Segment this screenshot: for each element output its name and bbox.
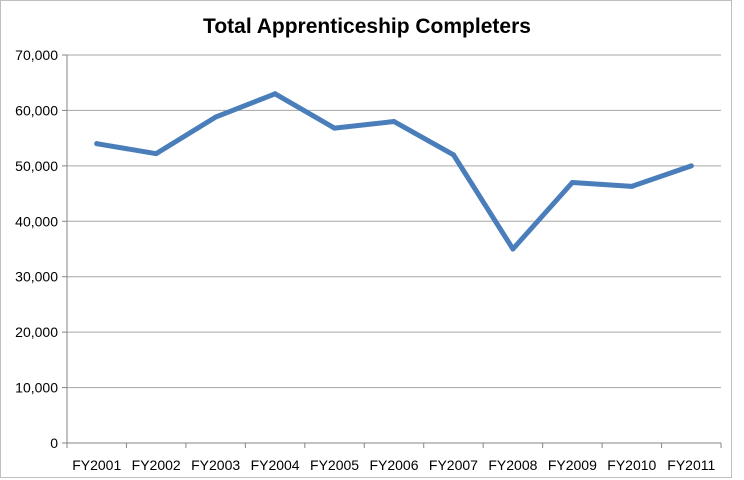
y-tick-label: 10,000	[15, 380, 58, 396]
data-point	[629, 183, 635, 189]
data-point	[272, 91, 278, 97]
series-line	[94, 91, 694, 252]
data-point	[153, 151, 159, 157]
x-tick-label: FY2005	[310, 457, 359, 473]
data-point	[510, 246, 516, 252]
x-tick-label: FY2008	[488, 457, 537, 473]
y-tick-label: 30,000	[15, 269, 58, 285]
y-tick-label: 60,000	[15, 102, 58, 118]
y-tick-label: 50,000	[15, 158, 58, 174]
x-tick-label: FY2007	[429, 457, 478, 473]
gridlines	[67, 54, 721, 389]
chart-title: Total Apprenticeship Completers	[203, 15, 531, 38]
x-tick-label: FY2002	[132, 457, 181, 473]
data-point	[688, 163, 694, 169]
y-tick-label: 0	[50, 435, 58, 451]
x-axis-ticks: FY2001 FY2002 FY2003 FY2004 FY2005 FY2006 FY20…	[72, 457, 715, 473]
data-point	[569, 179, 575, 185]
y-axis-ticks: 0 10,000 20,000 30,000 40,000 50,000 60,000 70,…	[15, 47, 58, 451]
x-tick-label: FY2003	[191, 457, 240, 473]
x-tick-label: FY2006	[369, 457, 418, 473]
data-point	[391, 119, 397, 125]
data-point	[94, 141, 100, 147]
x-tick-label: FY2011	[667, 457, 715, 473]
y-tick-label: 70,000	[15, 47, 58, 63]
data-point	[332, 125, 338, 131]
y-tick-label: 20,000	[15, 324, 58, 340]
data-point	[450, 152, 456, 158]
chart-frame: Total Apprenticeship Completers 0 10,000 2…	[0, 0, 732, 478]
axes	[62, 54, 722, 448]
series-layer	[94, 91, 694, 252]
x-tick-label: FY2010	[607, 457, 656, 473]
line-chart: Total Apprenticeship Completers 0 10,000 2…	[15, 15, 722, 473]
x-tick-label: FY2009	[548, 457, 597, 473]
x-tick-label: FY2001	[72, 457, 121, 473]
x-tick-label: FY2004	[251, 457, 300, 473]
data-point	[213, 114, 219, 120]
y-tick-label: 40,000	[15, 213, 58, 229]
